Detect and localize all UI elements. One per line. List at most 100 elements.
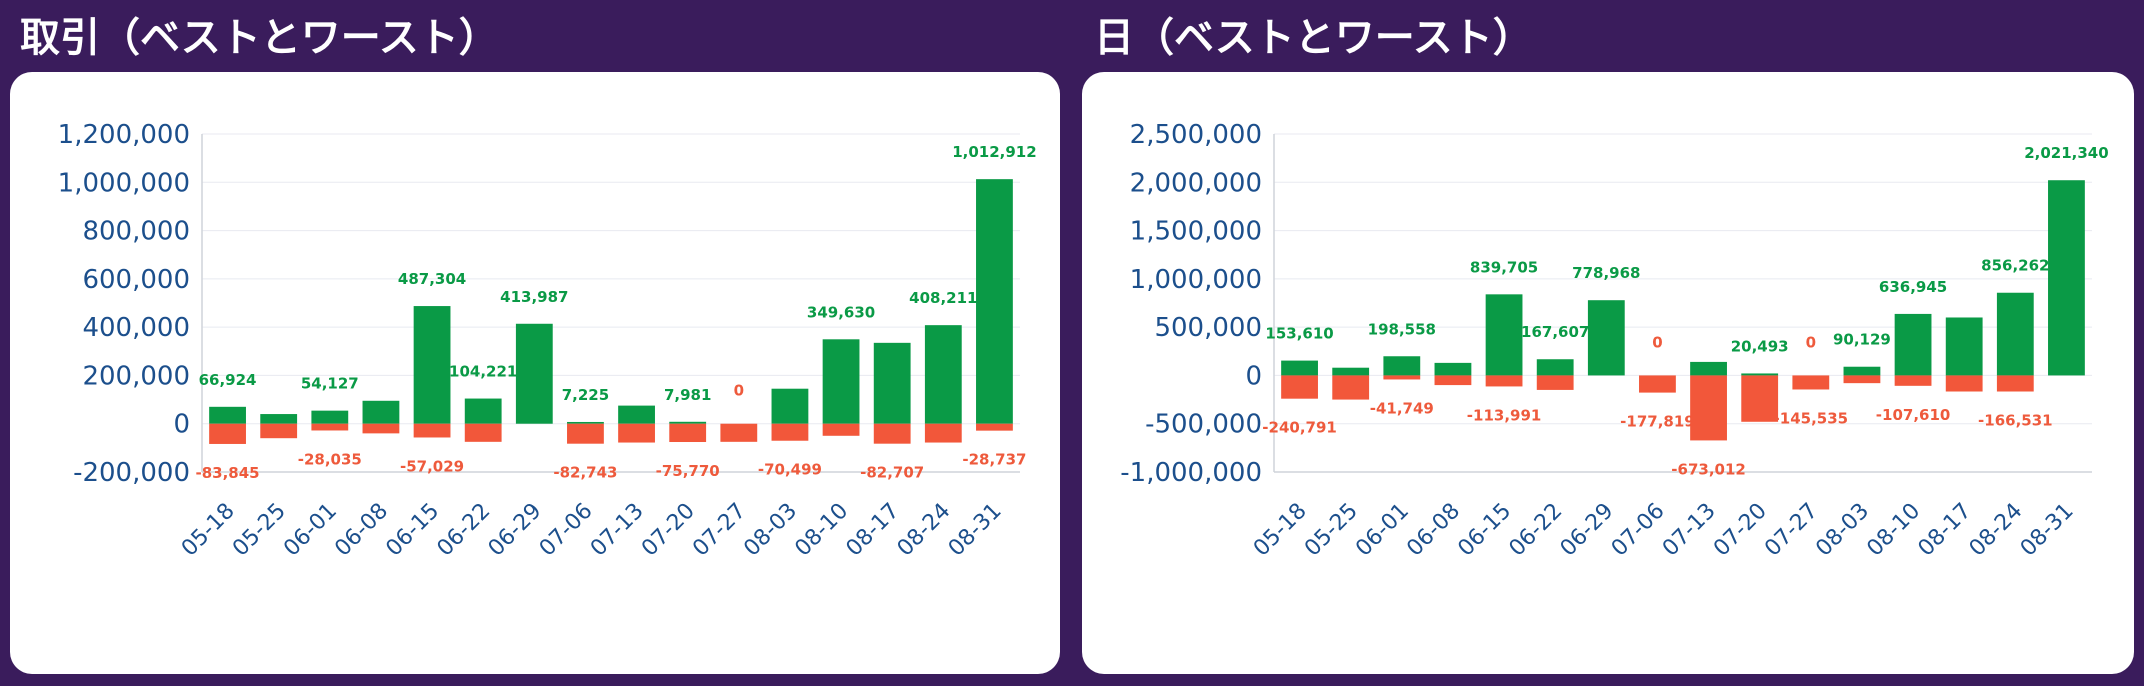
bar-negative <box>1536 375 1574 390</box>
bar-negative <box>720 423 758 442</box>
x-tick-label: 08-31 <box>944 499 1007 562</box>
x-tick-label: 06-08 <box>330 499 393 562</box>
bar-negative <box>873 423 911 444</box>
data-label-positive: 839,705 <box>1470 258 1538 276</box>
y-tick-label: 2,500,000 <box>1130 120 1262 150</box>
x-tick-label: 05-18 <box>177 499 240 562</box>
bar-negative <box>1792 375 1830 390</box>
bar-positive <box>771 388 809 424</box>
data-label-positive: 856,262 <box>1981 257 2049 275</box>
x-tick-label: 05-25 <box>228 499 291 562</box>
y-tick-label: 200,000 <box>82 361 190 391</box>
bar-positive <box>260 414 298 424</box>
bar-negative <box>1741 375 1779 422</box>
data-label-negative: -177,819 <box>1620 413 1695 431</box>
data-label-positive: 778,968 <box>1572 264 1640 282</box>
data-label-negative: -107,610 <box>1876 406 1951 424</box>
data-label-positive: 7,225 <box>562 386 609 404</box>
bar-negative <box>1383 375 1421 380</box>
bar-negative <box>567 423 604 444</box>
bar-positive <box>1945 317 1983 376</box>
data-label-negative: -75,770 <box>656 462 720 480</box>
data-label-positive: 7,981 <box>664 386 711 404</box>
chart-card-trades: -200,000 0 200,000 400,000 600,000 800,000 1,0… <box>10 72 1060 674</box>
data-label-negative: -41,749 <box>1370 399 1434 417</box>
bar-positive <box>311 410 349 424</box>
y-tick-label: 1,200,000 <box>58 120 190 150</box>
x-tick-label: 08-10 <box>1862 499 1925 562</box>
data-label-negative: -145,535 <box>1774 409 1849 427</box>
x-tick-label: 08-24 <box>893 499 956 562</box>
bar-positive <box>873 342 911 424</box>
bar-positive <box>1843 366 1881 376</box>
data-label-positive: 54,127 <box>301 375 359 393</box>
chart-title-days: 日（ベストとワースト） <box>1094 15 1533 61</box>
x-tick-label: 06-29 <box>1556 499 1619 562</box>
x-tick-label: 08-17 <box>842 499 905 562</box>
y-tick-label: 1,000,000 <box>1130 265 1262 295</box>
bar-positive <box>1332 367 1370 376</box>
bar-negative <box>311 423 349 431</box>
bar-positive <box>1894 313 1932 376</box>
y-tick-label: -1,000,000 <box>1120 458 1262 488</box>
x-tick-label: 06-29 <box>484 499 547 562</box>
x-tick-label: 07-27 <box>688 499 751 562</box>
bar-positive <box>413 306 451 424</box>
data-label-negative: -83,845 <box>196 464 260 482</box>
bar-negative <box>976 423 1013 431</box>
bar-positive <box>1383 356 1421 376</box>
bar-chart-trades: -200,000 0 200,000 400,000 600,000 800,000 1,0… <box>58 120 1037 562</box>
bar-positive <box>567 421 604 424</box>
x-tick-label: 08-24 <box>1965 499 2028 562</box>
bar-negative <box>1434 375 1472 386</box>
x-tick-label: 06-01 <box>279 499 342 562</box>
bar-negative <box>464 423 502 442</box>
bar-positive <box>362 400 400 424</box>
data-label-positive: 0 <box>1806 333 1816 351</box>
y-tick-label: -200,000 <box>73 458 190 488</box>
data-label-positive: 636,945 <box>1879 278 1947 296</box>
data-label-positive: 0 <box>734 382 744 400</box>
bar-negative <box>1894 375 1932 386</box>
bar-chart-days: -1,000,000 -500,000 0 500,000 1,000,000 1,500… <box>1120 120 2108 562</box>
y-tick-label: 0 <box>1245 361 1262 391</box>
data-label-positive: 413,987 <box>500 288 568 306</box>
bar-negative <box>822 423 860 436</box>
x-tick-label: 05-18 <box>1249 499 1312 562</box>
data-label-positive: 349,630 <box>807 303 875 321</box>
x-tick-label: 06-01 <box>1351 499 1414 562</box>
bar-positive <box>976 179 1013 424</box>
data-label-negative: -82,707 <box>860 464 924 482</box>
x-tick-label: 08-31 <box>2016 499 2079 562</box>
x-tick-label: 06-22 <box>433 499 496 562</box>
x-tick-label: 08-03 <box>1811 499 1874 562</box>
bar-positive <box>1587 300 1625 376</box>
x-tick-label: 08-03 <box>739 499 802 562</box>
data-label-positive: 408,211 <box>909 289 977 307</box>
data-label-positive: 104,221 <box>449 363 517 381</box>
data-label-positive: 0 <box>1652 333 1662 351</box>
bar-positive <box>2048 180 2085 376</box>
y-tick-label: 500,000 <box>1154 313 1262 343</box>
x-tick-label: 08-10 <box>790 499 853 562</box>
data-label-positive: 20,493 <box>1731 337 1789 355</box>
bar-positive <box>618 405 655 424</box>
data-label-positive: 153,610 <box>1265 325 1333 343</box>
data-label-negative: -240,791 <box>1262 419 1337 437</box>
x-tick-label: 06-22 <box>1505 499 1568 562</box>
data-label-negative: -70,499 <box>758 461 822 479</box>
data-label-positive: 2,021,340 <box>2024 144 2108 162</box>
y-tick-label: 400,000 <box>82 313 190 343</box>
bar-positive <box>1434 362 1472 376</box>
x-tick-label: 08-17 <box>1914 499 1977 562</box>
x-tick-label: 07-20 <box>1709 499 1772 562</box>
y-tick-label: 600,000 <box>82 265 190 295</box>
bar-negative <box>362 423 400 434</box>
bar-positive <box>1281 360 1318 376</box>
data-label-positive: 90,129 <box>1833 331 1891 349</box>
bar-negative <box>1485 375 1523 387</box>
x-tick-label: 07-27 <box>1760 499 1823 562</box>
bar-negative <box>1945 375 1983 392</box>
bar-positive <box>1485 294 1523 376</box>
x-tick-label: 07-06 <box>535 499 598 562</box>
